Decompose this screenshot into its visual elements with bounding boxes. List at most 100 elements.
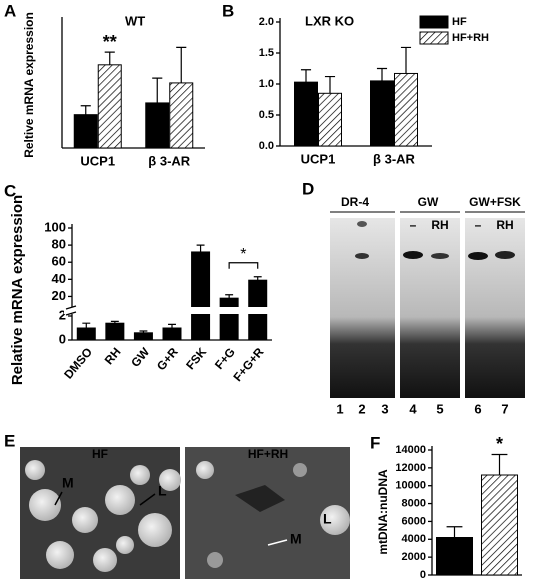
y-tick-label: 8000 xyxy=(402,497,426,509)
y-tick-label: 80 xyxy=(52,237,66,252)
legend-swatch xyxy=(419,15,449,29)
error-bar xyxy=(225,294,234,299)
significance: ** xyxy=(103,32,117,52)
bar xyxy=(318,92,342,147)
axis-break xyxy=(64,307,274,314)
error-bar xyxy=(139,330,148,333)
micrograph-title: HF xyxy=(92,447,108,461)
error-bar xyxy=(104,51,115,65)
panel-letter: F xyxy=(370,433,380,452)
x-tick-label: UCP1 xyxy=(80,153,115,168)
lane-number: 7 xyxy=(501,401,508,416)
bar xyxy=(481,474,518,576)
y-tick-label: 4000 xyxy=(402,533,426,545)
y-tick-label: 2000 xyxy=(402,551,426,563)
bar xyxy=(97,64,122,149)
legend-label: HF+RH xyxy=(452,32,489,44)
significance: * xyxy=(240,246,246,263)
bar xyxy=(145,102,170,149)
error-bar xyxy=(82,322,91,328)
micrograph-title: HF+RH xyxy=(248,447,288,461)
panel-letter: D xyxy=(302,179,314,198)
bar xyxy=(219,297,239,341)
lane-number: 1 xyxy=(336,401,343,416)
error-bar xyxy=(80,105,91,115)
error-bar xyxy=(196,244,205,252)
legend-label: HF xyxy=(452,16,467,28)
y-tick-label: 1.5 xyxy=(259,47,274,59)
panel-letter: A xyxy=(4,1,16,20)
bar xyxy=(436,537,473,576)
error-bar xyxy=(400,46,412,74)
gel-treatment: RH xyxy=(496,218,513,232)
x-tick-label: G+R xyxy=(154,345,181,373)
panel-letter: E xyxy=(4,431,15,450)
y-tick-label: 40 xyxy=(52,271,66,286)
bar xyxy=(133,332,153,341)
gel xyxy=(330,211,525,398)
gel-treatment: – xyxy=(410,218,417,232)
error-bar xyxy=(376,67,388,81)
lane-number: 4 xyxy=(409,401,417,416)
y-tick-label: 100 xyxy=(44,219,66,234)
gel-group: DR-4 xyxy=(341,195,369,209)
y-tick-label: 0.0 xyxy=(259,140,274,152)
gel-treatment: – xyxy=(475,218,482,232)
micrograph xyxy=(20,447,181,579)
panel-letter: C xyxy=(4,181,16,200)
error-bar xyxy=(491,453,508,475)
bar xyxy=(73,114,98,149)
micrograph xyxy=(185,447,350,579)
significance: * xyxy=(496,434,503,454)
x-tick-label: RH xyxy=(102,345,124,367)
bar xyxy=(370,80,394,147)
chart-title: LXR KO xyxy=(305,13,354,28)
x-tick-label: F+G xyxy=(212,345,238,372)
micrograph-label: L xyxy=(323,511,332,527)
bar xyxy=(294,81,318,147)
x-tick-label: β 3-AR xyxy=(373,151,415,166)
x-tick-label: DMSO xyxy=(61,345,95,382)
bar xyxy=(169,82,194,149)
bar xyxy=(76,327,96,341)
error-bar xyxy=(253,276,262,281)
y-axis-label: mtDNA:nuDNA xyxy=(376,469,390,555)
lane-number: 3 xyxy=(381,401,388,416)
y-axis-label: Reltive mRNA expression xyxy=(22,12,36,158)
x-tick-label: GW xyxy=(128,344,152,369)
y-tick-label: 20 xyxy=(52,288,66,303)
bar xyxy=(394,72,418,147)
y-tick-label: 10000 xyxy=(395,480,426,492)
legend-swatch xyxy=(419,31,449,45)
y-tick-label: 0 xyxy=(420,569,426,581)
micrograph-label: M xyxy=(290,531,302,547)
error-bar xyxy=(152,77,163,103)
y-tick-label: 1.0 xyxy=(259,78,274,90)
y-tick-label: 2.0 xyxy=(259,16,274,28)
y-tick-label: 0.5 xyxy=(259,109,274,121)
gel-treatment: RH xyxy=(431,218,448,232)
gel-group: GW+FSK xyxy=(469,195,521,209)
chart-title: WT xyxy=(125,13,145,28)
error-bar xyxy=(176,46,187,83)
y-tick-label: 12000 xyxy=(395,462,426,474)
bar xyxy=(105,322,125,341)
y-axis-label: Relative mRNA expression xyxy=(9,195,26,385)
x-tick-label: β 3-AR xyxy=(148,153,190,168)
x-tick-label: F+G+R xyxy=(230,345,266,384)
y-tick-label: 14000 xyxy=(395,444,426,456)
error-bar xyxy=(446,526,463,538)
y-tick-label: 6000 xyxy=(402,515,426,527)
micrograph-label: M xyxy=(62,475,74,491)
y-tick-label: 60 xyxy=(52,254,66,269)
x-tick-label: UCP1 xyxy=(301,151,336,166)
y-tick-label: 2 xyxy=(59,307,66,322)
panel-letter: B xyxy=(222,1,234,20)
lane-number: 2 xyxy=(358,401,365,416)
lane-number: 5 xyxy=(436,401,443,416)
lane-number: 6 xyxy=(474,401,481,416)
bar xyxy=(191,251,211,341)
micrograph-label: L xyxy=(158,483,167,499)
significance-bracket xyxy=(228,262,259,269)
